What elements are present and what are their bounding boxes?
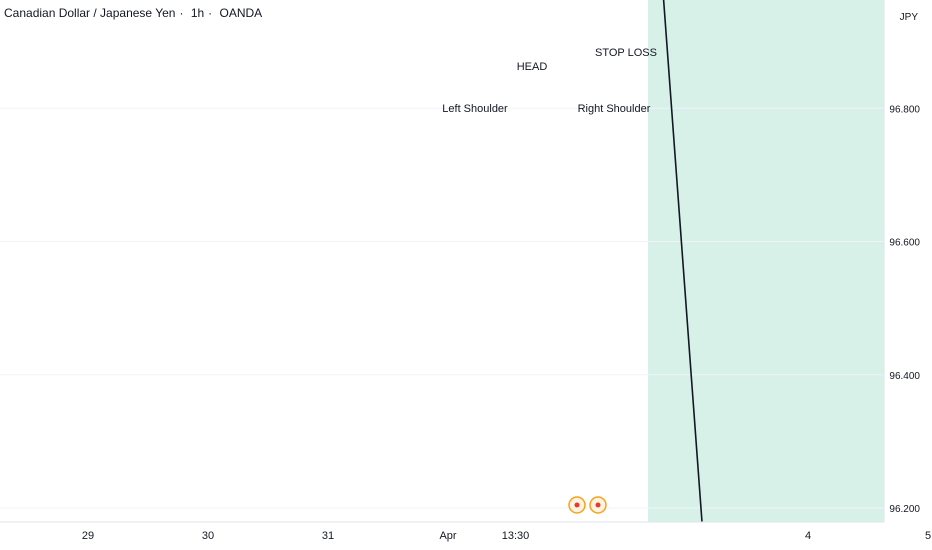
x-tick-label: 31 <box>322 530 334 542</box>
interval-label: 1h <box>190 6 205 20</box>
symbol-name: Canadian Dollar / Japanese Yen <box>4 6 176 20</box>
head-label: HEAD <box>517 61 548 73</box>
annotation-layer: HEAD Left Shoulder Right Shoulder STOP LOSS <box>442 47 657 514</box>
exchange-label: OANDA <box>219 6 263 20</box>
x-tick-label: 4 <box>805 530 811 542</box>
y-tick-label: 96.200 <box>889 504 920 515</box>
stop-loss-label: STOP LOSS <box>595 47 657 59</box>
x-tick-label: Apr <box>439 530 456 542</box>
event-marker-dot <box>595 502 601 508</box>
left-shoulder-label: Left Shoulder <box>442 103 508 115</box>
grid-layer <box>0 107 884 509</box>
chart-header: Canadian Dollar / Japanese Yen · 1h · OAND… <box>4 6 263 20</box>
event-marker-dot <box>574 502 580 508</box>
x-tick-label: 5 <box>925 530 931 542</box>
y-tick-label: 96.400 <box>889 371 920 382</box>
x-tick-label: 29 <box>82 530 94 542</box>
y-tick-label: 96.800 <box>889 104 920 115</box>
y-tick-label: 96.600 <box>889 238 920 249</box>
x-tick-label: 13:30 <box>502 530 530 542</box>
projection-path <box>662 0 703 523</box>
drawings-layer <box>662 0 703 523</box>
right-shoulder-label: Right Shoulder <box>578 103 651 115</box>
currency-label: JPY <box>900 12 919 23</box>
zones-layer <box>648 0 884 522</box>
x-tick-label: 30 <box>202 530 214 542</box>
target-zone <box>648 0 884 522</box>
